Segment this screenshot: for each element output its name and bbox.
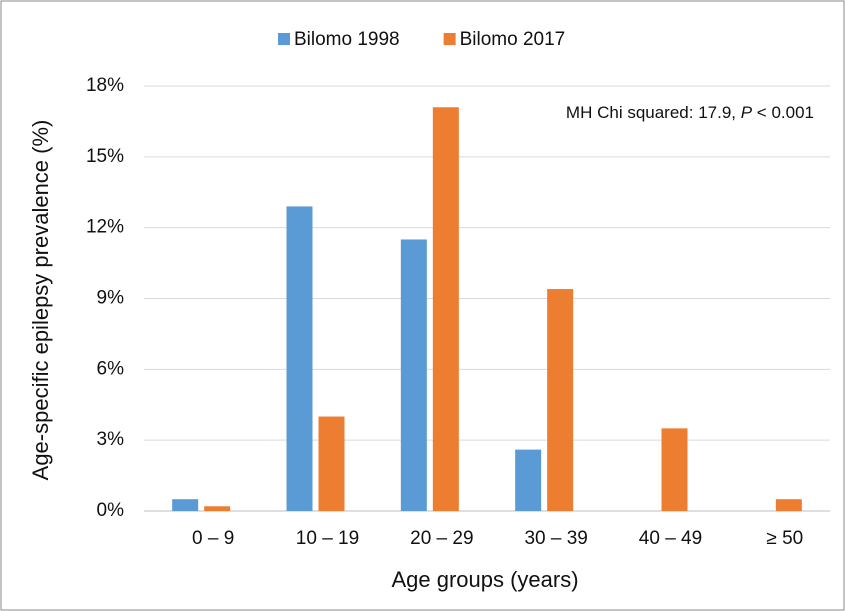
annotation-italic: P — [741, 103, 753, 122]
y-tick-label: 3% — [97, 429, 125, 450]
y-tick-label: 18% — [86, 75, 124, 96]
bar — [515, 449, 542, 511]
y-tick-label: 15% — [86, 146, 124, 167]
x-tick-label: 20 – 29 — [410, 528, 473, 549]
y-tick-label: 9% — [97, 288, 125, 309]
x-tick-label: 40 – 49 — [639, 528, 702, 549]
bar — [432, 107, 459, 511]
x-tick-label: 10 – 19 — [296, 528, 359, 549]
annotation-text: < 0.001 — [752, 103, 814, 122]
bar — [661, 428, 688, 511]
bar — [318, 416, 345, 511]
legend-label: Bilomo 2017 — [460, 29, 566, 50]
bar — [172, 499, 199, 511]
bar — [204, 506, 231, 511]
x-tick-label: ≥ 50 — [766, 528, 803, 549]
legend-swatch — [278, 33, 290, 45]
legend-label: Bilomo 1998 — [294, 29, 400, 50]
x-tick-label: 0 – 9 — [192, 528, 234, 549]
x-axis-title: Age groups (years) — [391, 567, 578, 592]
y-axis-title: Age-specific epilepsy prevalence (%) — [28, 120, 53, 481]
annotation-text: MH Chi squared: 17.9, — [566, 103, 741, 122]
y-tick-label: 0% — [97, 500, 125, 521]
y-tick-label: 12% — [86, 217, 124, 238]
bar — [400, 239, 427, 511]
legend-swatch — [443, 33, 456, 45]
bar — [775, 499, 802, 511]
y-tick-label: 6% — [97, 358, 125, 379]
annotation: MH Chi squared: 17.9, P < 0.001 — [566, 103, 814, 122]
bar — [547, 289, 574, 511]
x-tick-label: 30 – 39 — [524, 528, 587, 549]
bar — [286, 206, 313, 511]
